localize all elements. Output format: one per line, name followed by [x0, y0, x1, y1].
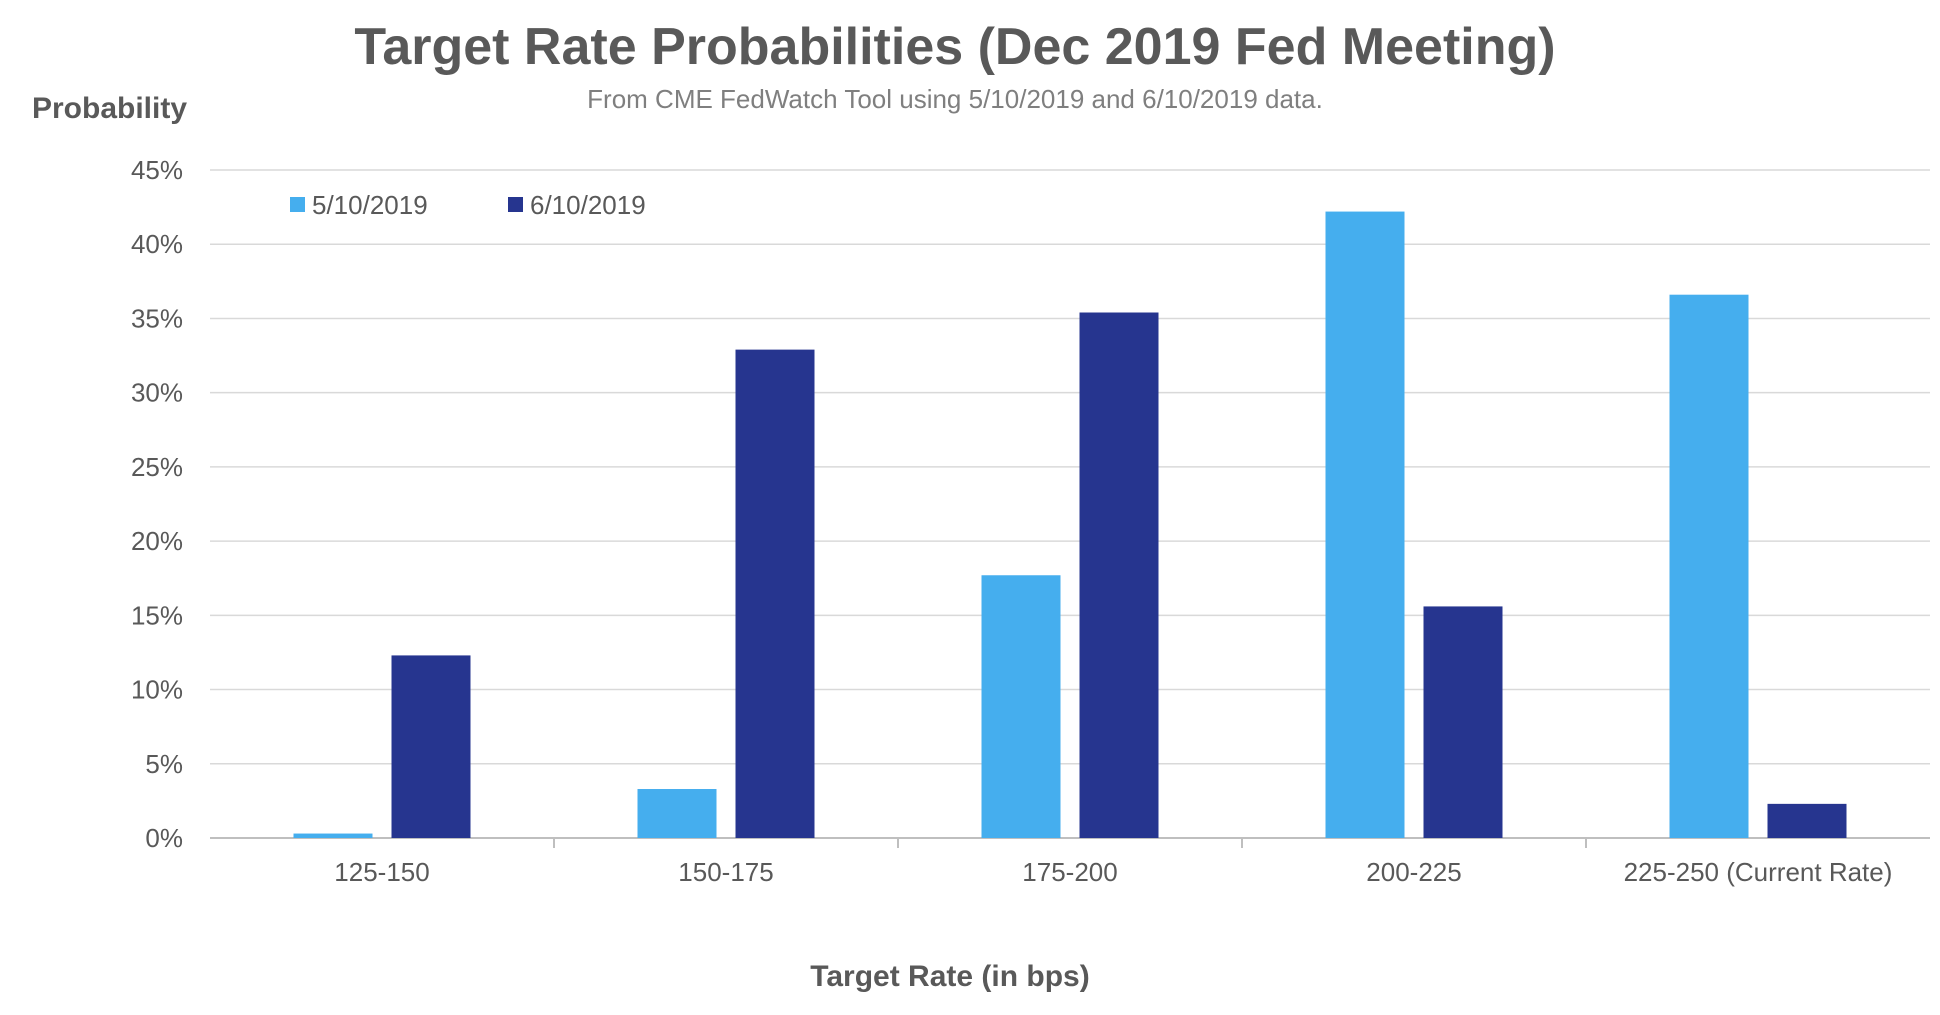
y-tick-labels: 0% 5% 10% 15% 20% 25% 30% 35% 40% 45%: [131, 155, 183, 853]
y-tick-label: 0%: [145, 823, 183, 853]
y-tick-label: 35%: [131, 303, 183, 333]
legend: 5/10/2019 6/10/2019: [290, 190, 646, 220]
legend-label: 5/10/2019: [312, 190, 428, 220]
y-tick-label: 25%: [131, 452, 183, 482]
y-tick-label: 20%: [131, 526, 183, 556]
bar-2-4: [1423, 606, 1503, 838]
y-tick-label: 15%: [131, 600, 183, 630]
y-tick-label: 5%: [145, 749, 183, 779]
x-tick-label: 225-250 (Current Rate): [1624, 857, 1893, 887]
bar-1-4: [1325, 211, 1405, 838]
y-tick-label: 10%: [131, 675, 183, 705]
chart-title: Target Rate Probabilities (Dec 2019 Fed …: [354, 18, 1555, 76]
bar-1-3: [981, 575, 1061, 838]
y-axis-label: Probability: [32, 92, 187, 125]
bar-2-1: [391, 655, 471, 838]
y-tick-label: 40%: [131, 229, 183, 259]
bars: [293, 211, 1847, 838]
chart-subtitle: From CME FedWatch Tool using 5/10/2019 a…: [587, 84, 1323, 114]
legend-swatch: [508, 197, 523, 212]
bar-1-5: [1669, 294, 1749, 838]
x-axis-label: Target Rate (in bps): [810, 960, 1089, 993]
legend-label: 6/10/2019: [530, 190, 646, 220]
x-tick-label: 125-150: [334, 857, 429, 887]
bar-2-3: [1079, 312, 1159, 838]
bar-2-2: [735, 349, 815, 838]
y-tick-label: 30%: [131, 378, 183, 408]
x-tick-labels: 125-150 150-175 175-200 200-225 225-250 (Cur…: [334, 857, 1892, 887]
x-tick-label: 150-175: [678, 857, 773, 887]
x-tick-label: 175-200: [1022, 857, 1117, 887]
bar-1-2: [637, 789, 717, 838]
bar-1-1: [293, 833, 373, 838]
bar-2-5: [1767, 803, 1847, 838]
x-tick-label: 200-225: [1366, 857, 1461, 887]
grid-lines: [210, 169, 1930, 848]
legend-swatch: [290, 197, 305, 212]
y-tick-label: 45%: [131, 155, 183, 185]
